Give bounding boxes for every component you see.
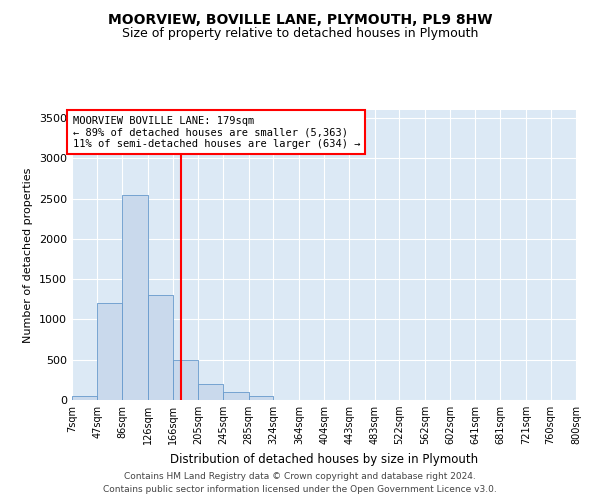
Bar [122,194,148,400]
Bar [72,396,97,400]
Bar [223,392,248,400]
Bar [198,384,223,400]
Bar [248,396,274,400]
Bar [173,360,198,400]
Bar [148,296,173,400]
Text: Contains public sector information licensed under the Open Government Licence v3: Contains public sector information licen… [103,485,497,494]
Bar [97,304,122,400]
Y-axis label: Number of detached properties: Number of detached properties [23,168,34,342]
Text: MOORVIEW BOVILLE LANE: 179sqm
← 89% of detached houses are smaller (5,363)
11% o: MOORVIEW BOVILLE LANE: 179sqm ← 89% of d… [73,116,360,149]
Text: MOORVIEW, BOVILLE LANE, PLYMOUTH, PL9 8HW: MOORVIEW, BOVILLE LANE, PLYMOUTH, PL9 8H… [108,12,492,26]
Text: Contains HM Land Registry data © Crown copyright and database right 2024.: Contains HM Land Registry data © Crown c… [124,472,476,481]
Text: Size of property relative to detached houses in Plymouth: Size of property relative to detached ho… [122,28,478,40]
X-axis label: Distribution of detached houses by size in Plymouth: Distribution of detached houses by size … [170,452,478,466]
